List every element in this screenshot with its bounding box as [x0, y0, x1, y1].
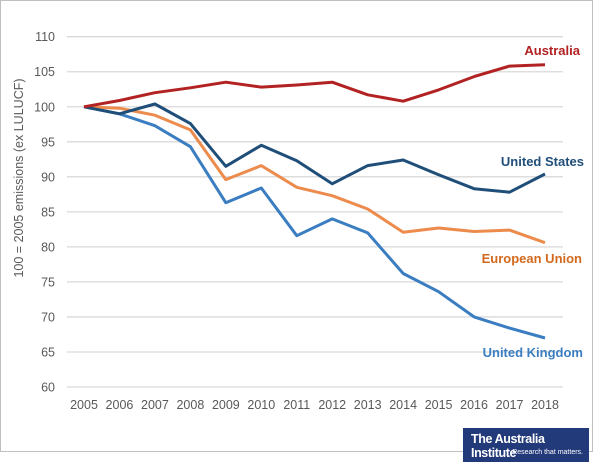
x-tick-label: 2012	[318, 398, 346, 412]
x-tick-label: 2016	[460, 398, 488, 412]
y-axis-label: 100 = 2005 emissions (ex LULUCF)	[12, 78, 26, 277]
y-tick-label: 70	[41, 310, 55, 324]
x-tick-label: 2018	[531, 398, 559, 412]
x-tick-label: 2009	[212, 398, 240, 412]
x-tick-label: 2014	[389, 398, 417, 412]
chart-border	[0, 0, 593, 452]
x-tick-label: 2005	[70, 398, 98, 412]
series-line-united-states	[83, 102, 546, 194]
y-tick-label: 85	[41, 205, 55, 219]
x-tick-label: 2008	[176, 398, 204, 412]
series-label: European Union	[482, 251, 582, 266]
logo-tagline: Research that matters.	[512, 449, 583, 456]
series-line-united-kingdom	[83, 105, 546, 340]
y-tick-label: 100	[34, 100, 55, 114]
series-line-european-union	[83, 105, 546, 245]
y-tick-label: 105	[34, 65, 55, 79]
y-tick-label: 60	[41, 381, 55, 395]
x-tick-label: 2011	[283, 398, 310, 412]
series-label: United Kingdom	[483, 345, 583, 360]
x-tick-label: 2010	[247, 398, 275, 412]
y-tick-label: 95	[41, 135, 55, 149]
series-label: United States	[501, 154, 584, 169]
x-tick-label: 2017	[496, 398, 524, 412]
y-tick-label: 75	[41, 275, 55, 289]
y-tick-label: 65	[41, 345, 55, 359]
x-tick-label: 2015	[425, 398, 453, 412]
x-tick-label: 2006	[106, 398, 134, 412]
logo-name: The Australia Institute	[471, 432, 545, 460]
x-tick-label: 2007	[141, 398, 169, 412]
series-line-australia	[83, 63, 546, 109]
series-label: Australia	[524, 43, 580, 58]
y-tick-label: 110	[35, 30, 55, 44]
x-tick-label: 2013	[354, 398, 382, 412]
australia-institute-logo: The Australia Institute Research that ma…	[463, 428, 589, 462]
y-tick-label: 90	[41, 170, 55, 184]
y-tick-label: 80	[41, 240, 55, 254]
